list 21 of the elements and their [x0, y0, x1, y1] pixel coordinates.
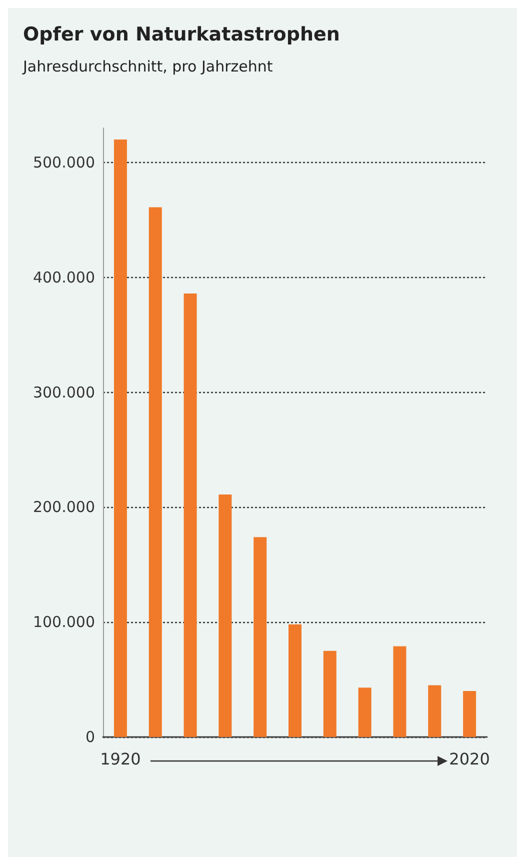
y-tick-label: 400.000	[32, 268, 95, 286]
x-tick-label: 2020	[449, 750, 490, 768]
chart-subtitle: Jahresdurchschnitt, pro Jahrzehnt	[22, 58, 273, 76]
bar	[463, 691, 476, 737]
y-tick-label: 200.000	[32, 498, 95, 516]
bar	[218, 494, 232, 737]
bar	[323, 650, 336, 737]
y-tick-label: 500.000	[32, 153, 95, 172]
bar	[114, 139, 127, 737]
y-tick-label: 300.000	[32, 383, 95, 402]
bar	[393, 646, 406, 737]
bar	[184, 293, 197, 737]
y-tick-label: 100.000	[32, 613, 95, 632]
bar	[148, 207, 162, 737]
bar	[428, 685, 442, 737]
bar	[288, 624, 302, 737]
bar	[358, 688, 372, 737]
bar	[254, 537, 267, 737]
x-tick-label: 1920	[100, 750, 141, 768]
y-tick-label: 0	[85, 728, 95, 746]
chart-title: Opfer von Naturkatastrophen	[23, 24, 340, 46]
